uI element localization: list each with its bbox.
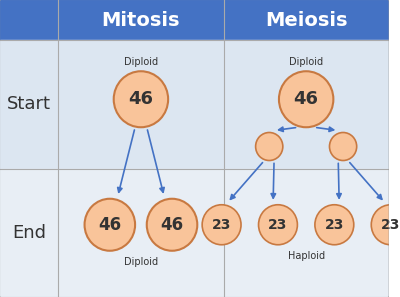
Text: 23: 23: [381, 218, 400, 232]
Circle shape: [202, 205, 241, 245]
Text: End: End: [12, 224, 46, 242]
Text: Mitosis: Mitosis: [102, 10, 180, 29]
Circle shape: [279, 71, 333, 127]
Bar: [0, 0, 389, 40]
Bar: [0, 168, 389, 297]
Text: 46: 46: [160, 216, 184, 234]
Text: 46: 46: [294, 90, 319, 108]
Text: 23: 23: [325, 218, 344, 232]
Circle shape: [256, 132, 283, 160]
Text: Haploid: Haploid: [288, 251, 325, 261]
Circle shape: [114, 71, 168, 127]
Circle shape: [147, 199, 197, 251]
Text: Diploid: Diploid: [124, 257, 158, 267]
Text: 23: 23: [212, 218, 231, 232]
Text: Diploid: Diploid: [289, 57, 323, 67]
Text: 46: 46: [128, 90, 154, 108]
Bar: [0, 40, 389, 168]
Circle shape: [315, 205, 354, 245]
Text: Start: Start: [7, 95, 51, 113]
Circle shape: [258, 205, 298, 245]
Text: 46: 46: [98, 216, 121, 234]
Text: 23: 23: [268, 218, 288, 232]
Text: Meiosis: Meiosis: [265, 10, 348, 29]
Text: Diploid: Diploid: [124, 57, 158, 67]
Circle shape: [84, 199, 135, 251]
Circle shape: [330, 132, 357, 160]
Circle shape: [371, 205, 400, 245]
